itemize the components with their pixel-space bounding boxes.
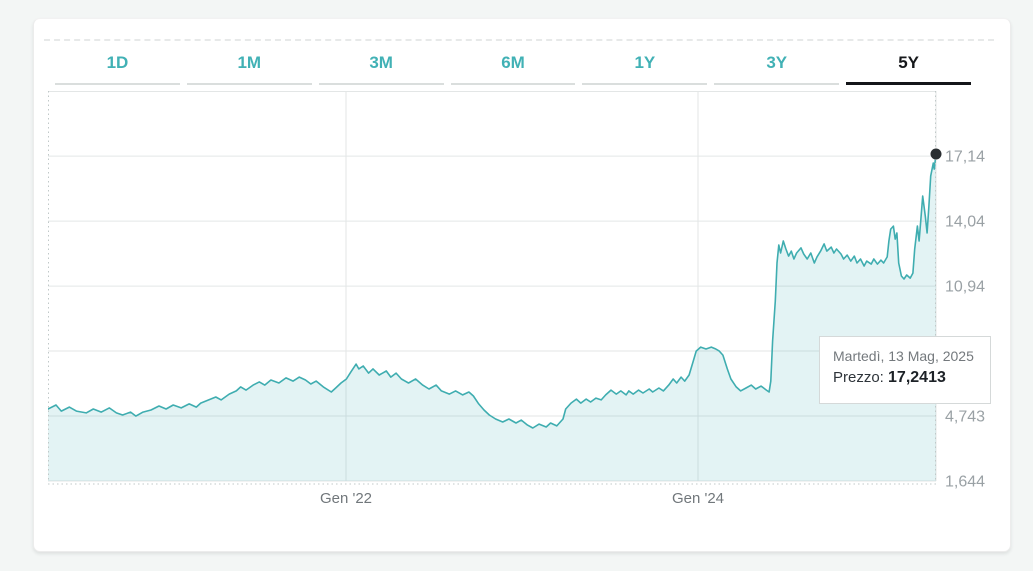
price-line <box>48 153 937 429</box>
price-area-fill <box>48 154 936 481</box>
x-axis-label: Gen '22 <box>320 490 372 507</box>
tab-6m[interactable]: 6M <box>450 45 576 85</box>
y-axis-label: 17,14 <box>945 149 985 166</box>
y-axis-label: 14,04 <box>945 214 985 231</box>
dashed-divider <box>44 39 994 41</box>
tab-3y[interactable]: 3Y <box>714 45 840 85</box>
tab-1d[interactable]: 1D <box>55 45 180 85</box>
tooltip-price-value: 17,2413 <box>888 369 946 386</box>
tab-1y[interactable]: 1Y <box>582 45 708 85</box>
tooltip-date: Martedì, 13 Mag, 2025 <box>833 348 974 364</box>
period-tabs: 1D 1M 3M 6M 1Y 3Y 5Y <box>55 45 972 85</box>
tab-3m[interactable]: 3M <box>318 45 444 85</box>
tab-5y[interactable]: 5Y <box>846 45 972 85</box>
chart-area: 17,14 14,04 10,94 4,743 1,644 Gen '22 Gen '24 <box>48 91 998 536</box>
chart-tooltip: Martedì, 13 Mag, 2025 Prezzo: 17,2413 <box>819 336 991 404</box>
y-axis-label: 1,644 <box>945 474 985 491</box>
price-chart[interactable]: 17,14 14,04 10,94 4,743 1,644 Gen '22 Gen '24 <box>48 91 998 536</box>
tooltip-price-label: Prezzo: <box>833 369 889 386</box>
chart-card: 1D 1M 3M 6M 1Y 3Y 5Y 17,14 14,04 10,94 4,74… <box>33 18 1011 552</box>
tab-1m[interactable]: 1M <box>186 45 312 85</box>
tooltip-price: Prezzo: 17,2413 <box>833 369 990 387</box>
y-axis-label: 10,94 <box>945 279 985 296</box>
y-axis-label: 4,743 <box>945 409 985 426</box>
last-price-marker <box>930 148 942 160</box>
x-axis-label: Gen '24 <box>672 490 724 507</box>
